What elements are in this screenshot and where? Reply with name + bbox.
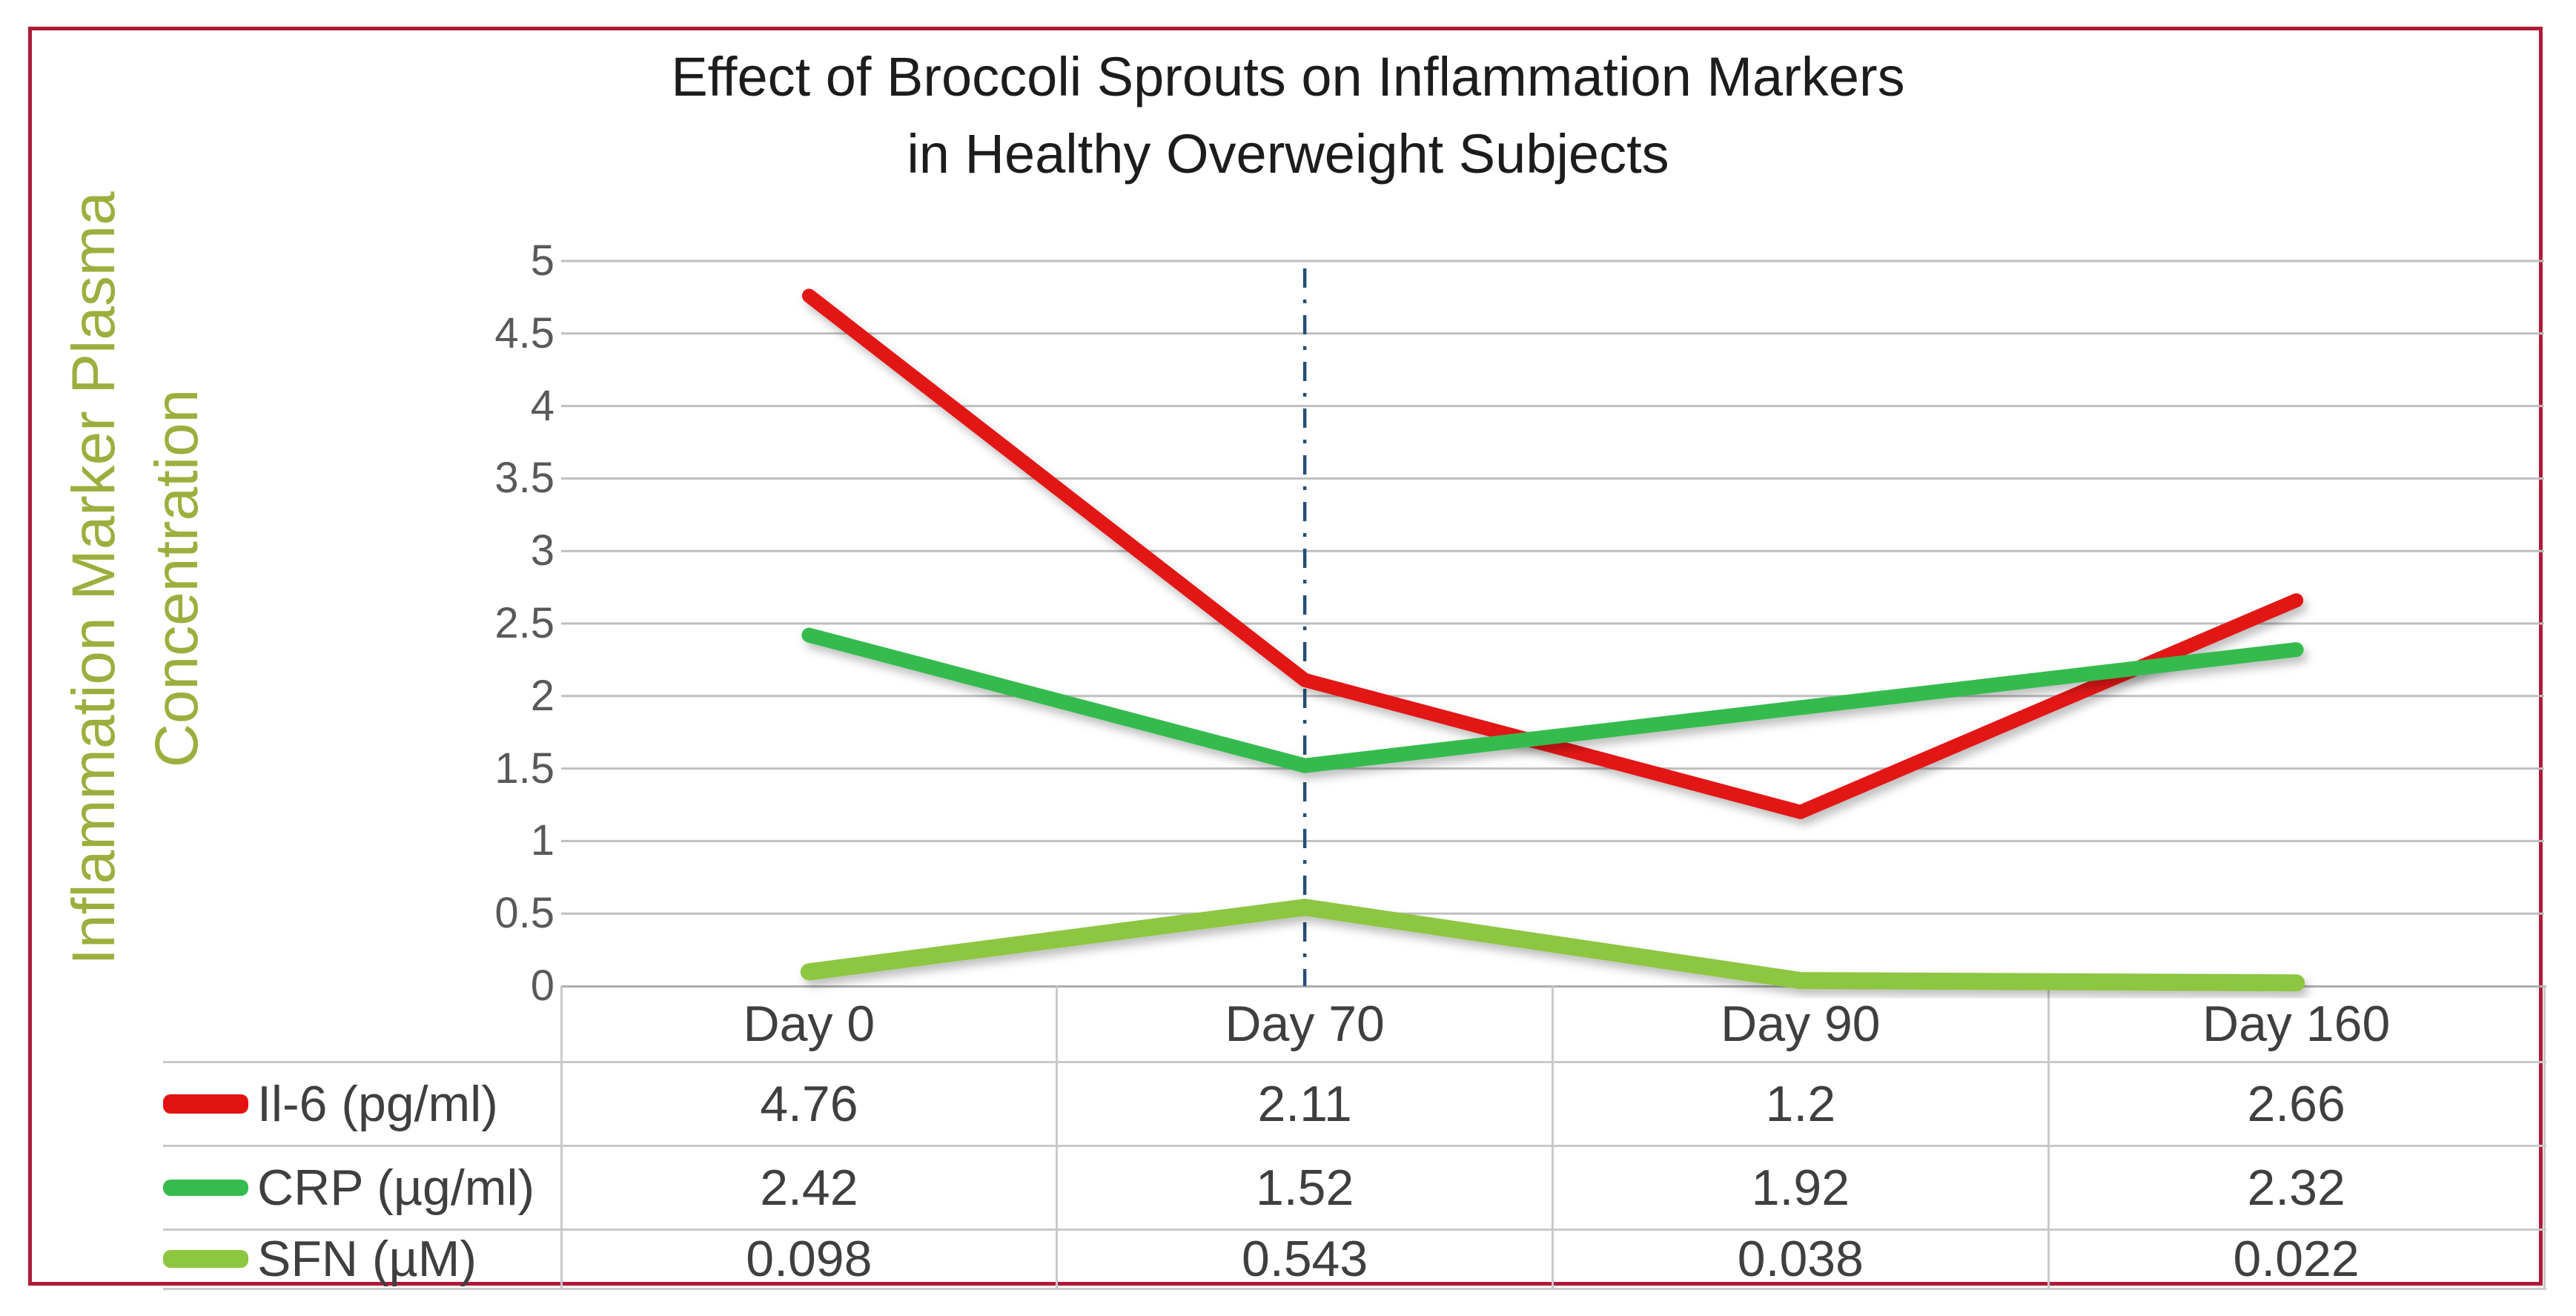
table-value: 4.76 (760, 1075, 858, 1132)
table-horizontal-border (163, 1287, 2546, 1290)
series-line-il-6 (801, 288, 2304, 819)
y-tick-label-0.5: 0.5 (494, 889, 554, 938)
x-axis-label-day-160: Day 160 (2202, 996, 2391, 1052)
table-value: 0.022 (2233, 1231, 2360, 1287)
y-tick-label-4.5: 4.5 (494, 308, 554, 357)
table-vertical-border (2543, 986, 2546, 1289)
y-tick-label-5: 5 (530, 237, 554, 285)
table-value: 2.32 (2247, 1159, 2345, 1216)
table-value: 1.2 (1765, 1075, 1836, 1132)
y-tick-label-4: 4 (530, 381, 554, 430)
x-axis-label-day-90: Day 90 (1721, 996, 1881, 1052)
table-horizontal-border (163, 1060, 2546, 1063)
series-name: SFN (µM) (257, 1231, 477, 1287)
legend-row-3: SFN (µM) (163, 1229, 561, 1289)
chart-title-line1: Effect of Broccoli Sprouts on Inflammati… (671, 46, 1905, 108)
table-horizontal-border (561, 985, 2546, 988)
table-value: 1.92 (1751, 1159, 1850, 1216)
table-horizontal-border (163, 1144, 2546, 1147)
table-value: 2.66 (2247, 1075, 2345, 1132)
table-value: 0.038 (1737, 1231, 1864, 1287)
table-value: 0.098 (746, 1231, 873, 1287)
y-tick-label-3.5: 3.5 (494, 454, 554, 503)
legend-row-2: CRP (µg/ml) (163, 1145, 561, 1229)
chart-title: Effect of Broccoli Sprouts on Inflammati… (0, 39, 2576, 193)
legend-line-swatch (163, 1250, 248, 1268)
gridlines (561, 259, 2544, 915)
table-value: 0.543 (1242, 1231, 1368, 1287)
table-vertical-border (1552, 986, 1554, 1289)
series-name: Il-6 (pg/ml) (257, 1075, 498, 1132)
y-tick-label-1: 1 (530, 816, 554, 865)
x-axis-label-day-70: Day 70 (1225, 996, 1385, 1052)
series-line-sfn (800, 899, 2305, 992)
table-value: 2.11 (1257, 1075, 1352, 1132)
legend-row-1: Il-6 (pg/ml) (163, 1062, 561, 1145)
legend-line-swatch (163, 1179, 248, 1196)
chart-title-line2: in Healthy Overweight Subjects (907, 123, 1669, 185)
y-tick-label-0: 0 (530, 962, 554, 1010)
y-tick-label-2.5: 2.5 (494, 599, 554, 647)
table-horizontal-border (163, 1228, 2546, 1231)
table-vertical-border (2047, 986, 2050, 1289)
y-tick-label-3: 3 (530, 526, 554, 575)
y-tick-label-2: 2 (530, 671, 554, 720)
series-name: CRP (µg/ml) (257, 1159, 535, 1216)
series-line-crp (801, 627, 2304, 773)
table-vertical-border (1056, 986, 1059, 1289)
table-value: 1.52 (1255, 1159, 1354, 1216)
y-tick-label-1.5: 1.5 (494, 744, 554, 793)
table-value: 2.42 (760, 1159, 858, 1216)
x-axis-label-day-0: Day 0 (743, 996, 875, 1052)
table-vertical-border (560, 986, 563, 1289)
legend-line-swatch (163, 1094, 248, 1114)
